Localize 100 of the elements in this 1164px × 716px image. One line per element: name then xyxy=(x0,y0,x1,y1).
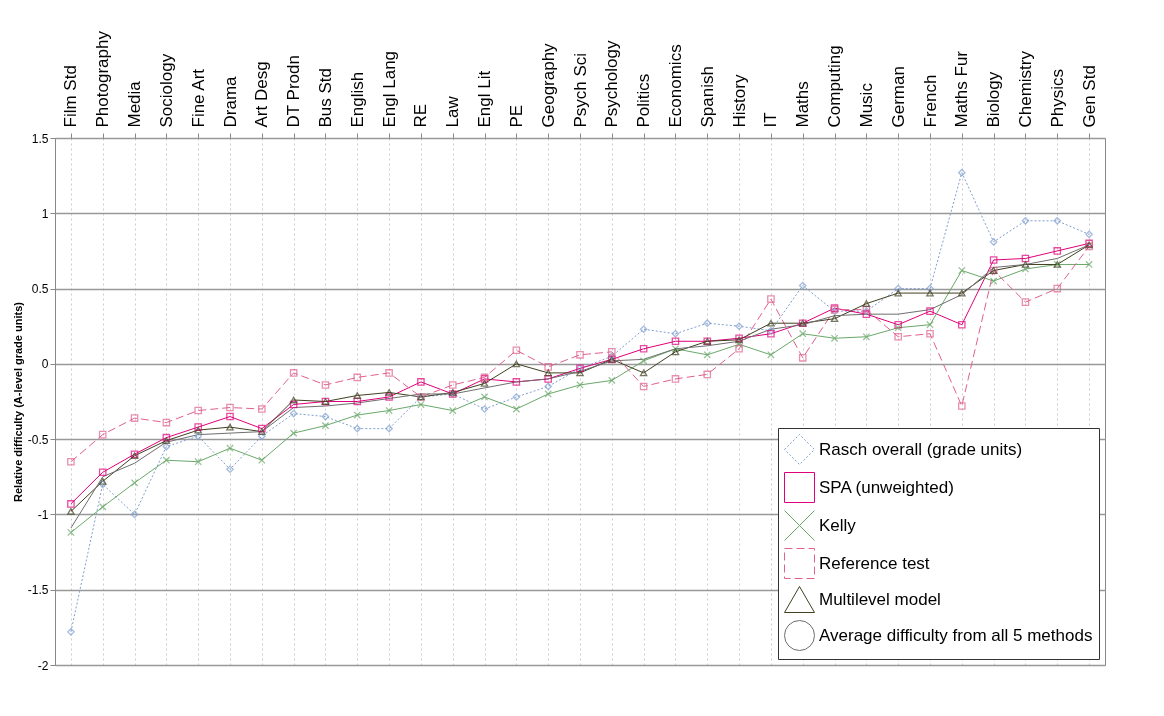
legend-label: Multilevel model xyxy=(819,589,941,609)
point xyxy=(671,329,680,338)
point xyxy=(289,396,298,404)
point xyxy=(417,378,425,386)
point xyxy=(67,528,75,537)
point xyxy=(258,428,266,435)
point xyxy=(767,319,775,327)
point xyxy=(258,432,266,440)
point xyxy=(703,351,712,359)
point xyxy=(798,354,807,362)
point xyxy=(703,319,712,328)
point xyxy=(639,382,648,391)
point xyxy=(608,348,616,356)
y-tick-label: -2 xyxy=(37,658,49,673)
point xyxy=(639,325,648,334)
x-tick-label: Biology xyxy=(984,71,1004,128)
point xyxy=(385,389,393,396)
legend-label: Kelly xyxy=(819,515,857,535)
point xyxy=(226,403,234,412)
point xyxy=(448,406,457,415)
x-tick-label: Media xyxy=(125,80,145,128)
x-tick-label: Music xyxy=(856,82,876,128)
point xyxy=(226,412,234,421)
point xyxy=(989,238,998,246)
x-tick-label: Gen Std xyxy=(1079,65,1099,128)
point xyxy=(480,393,489,401)
point xyxy=(162,456,171,465)
point xyxy=(958,320,966,329)
point xyxy=(989,277,998,285)
point xyxy=(639,369,648,377)
point xyxy=(1021,298,1030,306)
point xyxy=(289,369,298,377)
point xyxy=(1053,217,1062,225)
point xyxy=(417,400,425,409)
x-tick-label: Engl Lang xyxy=(379,50,399,128)
point xyxy=(1085,230,1093,239)
point xyxy=(353,424,362,433)
point xyxy=(894,332,902,341)
point xyxy=(321,381,330,389)
y-tick-label: -0.5 xyxy=(27,432,49,447)
point xyxy=(544,363,552,371)
point xyxy=(767,295,775,303)
point xyxy=(67,500,75,508)
point xyxy=(830,315,839,323)
point xyxy=(321,412,330,421)
point xyxy=(385,369,393,377)
point xyxy=(544,390,552,398)
point xyxy=(480,405,489,413)
point xyxy=(162,437,171,445)
point xyxy=(289,409,298,418)
point xyxy=(671,337,680,346)
point xyxy=(67,628,75,636)
point xyxy=(98,468,107,477)
x-tick-label: Engl Lit xyxy=(475,70,495,128)
x-tick-label: Computing xyxy=(825,45,845,128)
legend-label: SPA (unweighted) xyxy=(819,477,954,497)
point xyxy=(258,405,266,413)
legend-label: Rasch overall (grade units) xyxy=(819,439,1023,459)
x-tick-label: German xyxy=(888,66,908,128)
legend-label: Reference test xyxy=(819,553,930,573)
point xyxy=(958,289,966,297)
x-tick-label: PE xyxy=(506,104,526,128)
point xyxy=(1085,260,1093,269)
point xyxy=(512,405,521,413)
x-tick-label: Chemistry xyxy=(1015,50,1035,128)
point xyxy=(862,332,871,341)
point xyxy=(98,477,107,485)
point xyxy=(639,357,648,365)
point xyxy=(958,266,966,275)
point xyxy=(639,344,648,353)
point xyxy=(130,414,139,422)
point xyxy=(926,289,934,297)
point xyxy=(576,369,584,377)
y-tick-label: -1 xyxy=(37,507,49,522)
point xyxy=(1053,247,1062,255)
point xyxy=(194,457,202,466)
x-tick-label: Photography xyxy=(93,30,113,128)
point xyxy=(544,375,552,383)
point xyxy=(544,382,552,391)
x-tick-label: History xyxy=(729,74,749,128)
x-tick-label: Bus Std xyxy=(315,67,335,128)
x-tick-label: Psych Sci xyxy=(570,52,590,128)
point xyxy=(385,393,393,401)
point xyxy=(1021,254,1030,263)
point xyxy=(926,329,934,338)
point xyxy=(958,402,966,410)
point xyxy=(798,281,807,290)
point xyxy=(130,479,139,487)
point xyxy=(480,380,489,387)
point xyxy=(226,444,234,452)
point xyxy=(289,400,298,409)
point xyxy=(989,256,998,264)
x-tick-label: Economics xyxy=(665,44,685,128)
point xyxy=(544,369,552,377)
point xyxy=(958,168,966,177)
x-tick-label: Drama xyxy=(220,75,240,128)
point xyxy=(226,465,234,474)
x-tick-label: Spanish xyxy=(697,66,717,128)
point xyxy=(512,360,521,368)
point xyxy=(162,418,171,427)
